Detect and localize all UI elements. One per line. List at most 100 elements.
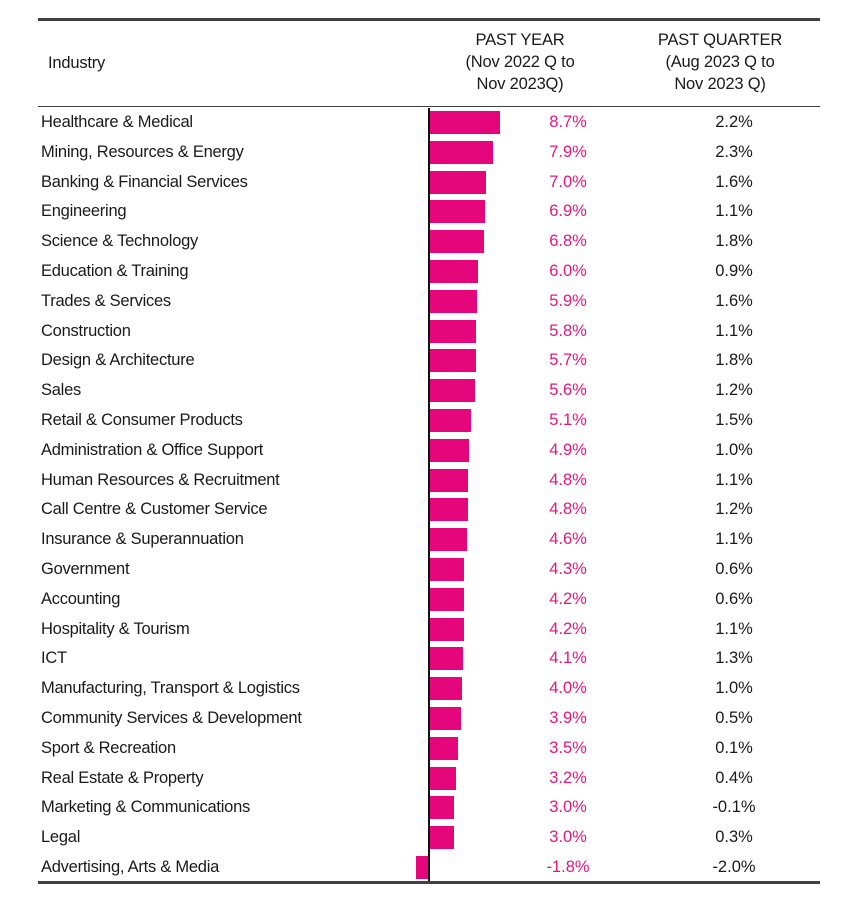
past-year-bar: [430, 319, 477, 343]
industry-label: Hospitality & Tourism: [41, 619, 190, 638]
past-quarter-value: 1.0%: [715, 440, 753, 459]
past-quarter-value: 0.6%: [715, 589, 753, 608]
past-quarter-value: 1.1%: [715, 470, 753, 489]
industry-label: Administration & Office Support: [41, 440, 264, 459]
past-year-value: 4.9%: [549, 440, 587, 459]
industry-label: ICT: [41, 649, 67, 668]
past-year-value: 3.2%: [549, 768, 587, 787]
past-year-bar: [430, 200, 486, 224]
past-quarter-value: 1.1%: [715, 321, 753, 340]
past-year-bar: [430, 736, 458, 760]
table-row: ICT 4.1% 1.3%: [38, 644, 820, 674]
industry-label: Accounting: [41, 589, 121, 608]
header-rule: [38, 106, 820, 107]
header-past-quarter: PAST QUARTER (Aug 2023 Q to Nov 2023 Q): [638, 29, 802, 95]
past-year-bar: [430, 707, 462, 730]
past-year-value: 3.9%: [549, 709, 587, 727]
past-quarter-value: 0.6%: [715, 560, 753, 578]
past-quarter-value: 1.3%: [715, 649, 753, 668]
past-year-bar: [430, 260, 478, 283]
past-year-bar: [430, 498, 469, 522]
past-quarter-value: -0.1%: [712, 798, 756, 817]
header-industry: Industry: [48, 54, 106, 72]
past-year-value: 3.0%: [549, 798, 587, 817]
past-year-bar: [415, 856, 430, 879]
bar-zero-axis: [428, 108, 430, 881]
table-row: Education & Training 6.0% 0.9%: [38, 257, 820, 287]
past-year-bar: [430, 289, 478, 313]
industry-label: Engineering: [41, 202, 127, 221]
past-year-value: 3.0%: [549, 828, 587, 847]
industry-label: Call Centre & Customer Service: [41, 500, 268, 519]
industry-label: Human Resources & Recruitment: [41, 470, 280, 489]
table-row: Healthcare & Medical 8.7% 2.2%: [38, 108, 820, 138]
past-quarter-value: 2.3%: [715, 142, 753, 161]
past-year-value: 4.2%: [549, 619, 587, 638]
table-row: Community Services & Development 3.9% 0.5%: [38, 704, 820, 734]
header-past-year-line-3: Nov 2023Q): [476, 75, 564, 93]
past-year-value: 4.2%: [549, 589, 587, 608]
past-year-bar: [430, 766, 456, 790]
past-year-bar: [430, 379, 475, 403]
past-quarter-value: 0.9%: [715, 262, 753, 280]
table-row: Administration & Office Support 4.9% 1.0%: [38, 436, 820, 466]
past-quarter-value: 1.6%: [715, 172, 753, 191]
table-row: Sport & Recreation 3.5% 0.1%: [38, 734, 820, 764]
past-year-value: 5.9%: [549, 291, 587, 310]
industry-label: Banking & Financial Services: [41, 172, 248, 191]
past-quarter-value: -2.0%: [712, 858, 756, 876]
header-past-quarter-line-1: PAST QUARTER: [657, 31, 783, 49]
table-row: Government 4.3% 0.6%: [38, 555, 820, 585]
past-quarter-value: 1.1%: [715, 619, 753, 638]
past-quarter-value: 0.5%: [715, 709, 753, 727]
past-year-bar: [430, 230, 485, 254]
table-row: Accounting 4.2% 0.6%: [38, 585, 820, 615]
table-row: Advertising, Arts & Media -1.8% -2.0%: [38, 853, 820, 883]
table-row: Insurance & Superannuation 4.6% 1.1%: [38, 525, 820, 555]
past-year-bar: [430, 558, 465, 581]
past-year-value: 4.0%: [549, 679, 587, 698]
table-row: Science & Technology 6.8% 1.8%: [38, 227, 820, 257]
industry-label: Community Services & Development: [41, 709, 302, 727]
past-quarter-value: 1.8%: [715, 351, 753, 370]
table-row: Hospitality & Tourism 4.2% 1.1%: [38, 615, 820, 645]
past-quarter-value: 1.0%: [715, 679, 753, 698]
past-quarter-value: 0.1%: [715, 738, 753, 757]
table-row: Trades & Services 5.9% 1.6%: [38, 287, 820, 317]
header-past-year-line-2: (Nov 2022 Q to: [465, 53, 575, 71]
past-year-bar: [430, 468, 469, 492]
industry-label: Sales: [41, 381, 82, 400]
past-year-value: 5.1%: [549, 411, 587, 429]
past-year-value: 8.7%: [549, 113, 587, 131]
industry-label: Education & Training: [41, 262, 189, 280]
table-row: Legal 3.0% 0.3%: [38, 823, 820, 853]
past-quarter-value: 1.8%: [715, 232, 753, 251]
industry-label: Mining, Resources & Energy: [41, 142, 244, 161]
past-year-bar: [430, 826, 454, 850]
past-quarter-value: 1.2%: [715, 500, 753, 519]
past-quarter-value: 1.2%: [715, 381, 753, 400]
industry-label: Trades & Services: [41, 291, 171, 310]
past-year-bar: [430, 111, 500, 134]
top-rule: [38, 18, 820, 21]
past-year-value: 3.5%: [549, 738, 587, 757]
industry-label: Construction: [41, 321, 131, 340]
past-quarter-value: 1.1%: [715, 202, 753, 221]
table-row: Call Centre & Customer Service 4.8% 1.2%: [38, 495, 820, 525]
industry-label: Manufacturing, Transport & Logistics: [41, 679, 300, 698]
past-year-value: 7.9%: [549, 142, 587, 161]
table-row: Construction 5.8% 1.1%: [38, 317, 820, 347]
past-quarter-value: 1.1%: [715, 530, 753, 549]
industry-label: Science & Technology: [41, 232, 199, 251]
past-year-value: 7.0%: [549, 172, 587, 191]
table-row: Mining, Resources & Energy 7.9% 2.3%: [38, 138, 820, 168]
past-year-value: 6.0%: [549, 262, 587, 280]
past-year-value: 6.9%: [549, 202, 587, 221]
past-year-bar: [430, 349, 476, 373]
past-year-value: 5.7%: [549, 351, 587, 370]
industry-label: Advertising, Arts & Media: [41, 858, 220, 876]
past-year-bar: [430, 409, 471, 432]
past-year-bar: [430, 617, 464, 641]
past-year-bar: [430, 647, 463, 671]
past-quarter-value: 0.3%: [715, 828, 753, 847]
